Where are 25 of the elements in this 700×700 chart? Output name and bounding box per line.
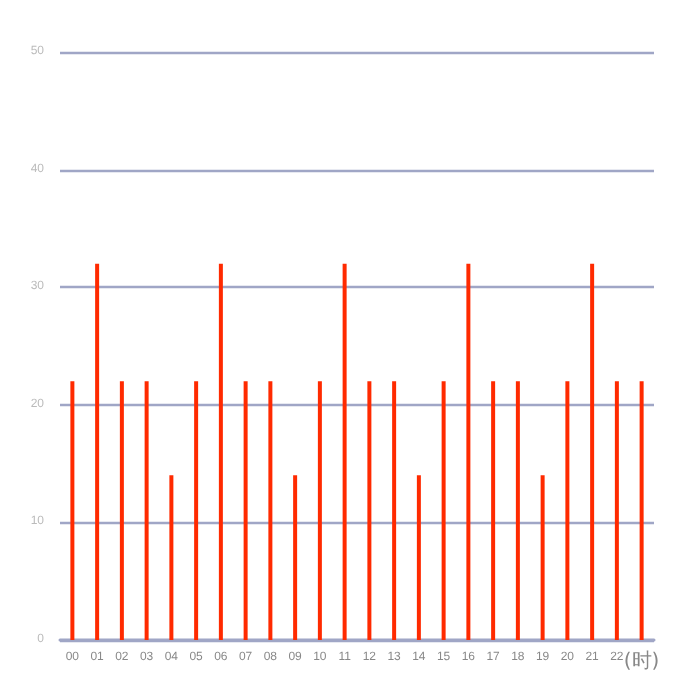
- bar: [441, 381, 446, 640]
- bar: [416, 475, 421, 640]
- bar: [565, 381, 570, 640]
- bar: [466, 263, 471, 640]
- bar: [169, 475, 174, 640]
- bar: [342, 263, 347, 640]
- bar: [639, 381, 644, 640]
- bar: [70, 381, 75, 640]
- bar: [540, 475, 545, 640]
- bar: [614, 381, 619, 640]
- bar: [590, 263, 595, 640]
- bar: [218, 263, 223, 640]
- bar: [367, 381, 372, 640]
- bar: [243, 381, 248, 640]
- bar: [194, 381, 199, 640]
- bar: [268, 381, 273, 640]
- bar: [144, 381, 149, 640]
- bar: [119, 381, 124, 640]
- bar: [392, 381, 397, 640]
- bar: [293, 475, 298, 640]
- x-tick-label: (时): [623, 649, 660, 673]
- bar: [491, 381, 496, 640]
- bar: [515, 381, 520, 640]
- bar: [95, 263, 100, 640]
- bar: [317, 381, 322, 640]
